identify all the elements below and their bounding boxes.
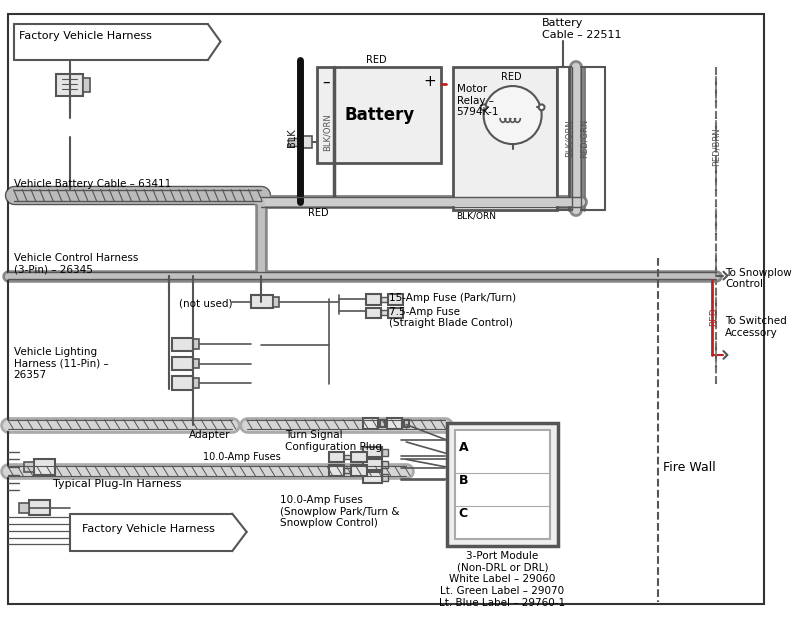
Text: 3-Port Module
(Non-DRL or DRL)
White Label – 29060
Lt. Green Label – 29070
Lt. B: 3-Port Module (Non-DRL or DRL) White Lab… bbox=[439, 551, 566, 608]
Text: Fire Wall: Fire Wall bbox=[662, 461, 715, 474]
Text: C: C bbox=[458, 507, 467, 520]
Text: 15-Amp Fuse (Park/Turn): 15-Amp Fuse (Park/Turn) bbox=[389, 293, 516, 303]
Bar bbox=[19, 503, 29, 512]
Bar bbox=[29, 500, 50, 515]
Text: RED: RED bbox=[501, 71, 522, 82]
Bar bbox=[56, 75, 83, 96]
Bar bbox=[362, 472, 382, 483]
Bar bbox=[362, 418, 378, 429]
Bar bbox=[83, 78, 90, 92]
Circle shape bbox=[538, 105, 545, 110]
Text: –: – bbox=[322, 75, 330, 90]
Text: RED: RED bbox=[366, 55, 386, 65]
Bar bbox=[288, 139, 298, 146]
Text: Factory Vehicle Harness: Factory Vehicle Harness bbox=[82, 524, 215, 534]
Text: Vehicle Control Harness
(3-Pin) – 26345: Vehicle Control Harness (3-Pin) – 26345 bbox=[14, 253, 138, 275]
Text: BLK/ORN: BLK/ORN bbox=[322, 113, 331, 151]
Text: B: B bbox=[458, 474, 468, 487]
Circle shape bbox=[483, 86, 542, 144]
Bar bbox=[362, 460, 382, 470]
Bar bbox=[404, 419, 409, 428]
Text: +: + bbox=[424, 75, 436, 90]
Bar bbox=[344, 455, 351, 460]
Bar bbox=[382, 474, 388, 481]
Text: RED/GRN: RED/GRN bbox=[580, 119, 589, 158]
Bar bbox=[447, 423, 558, 546]
Bar bbox=[194, 378, 199, 387]
Bar bbox=[454, 430, 550, 539]
Text: 7.5-Amp Fuse
(Straight Blade Control): 7.5-Amp Fuse (Straight Blade Control) bbox=[389, 307, 513, 328]
Text: A: A bbox=[458, 441, 468, 455]
Bar bbox=[172, 337, 194, 351]
Text: Vehicle Lighting
Harness (11-Pin) –
26357: Vehicle Lighting Harness (11-Pin) – 2635… bbox=[14, 347, 108, 381]
Text: Vehicle Battery Cable – 63411: Vehicle Battery Cable – 63411 bbox=[14, 179, 170, 189]
Bar bbox=[329, 451, 344, 462]
Bar bbox=[362, 447, 382, 458]
Bar bbox=[351, 465, 366, 476]
Bar bbox=[381, 310, 388, 315]
Text: RED: RED bbox=[307, 208, 328, 218]
Bar bbox=[351, 451, 366, 462]
Bar bbox=[194, 339, 199, 349]
Text: BLK: BLK bbox=[287, 128, 297, 147]
Text: Turn Signal
Configuration Plug: Turn Signal Configuration Plug bbox=[286, 430, 382, 452]
Bar bbox=[382, 461, 388, 468]
Text: Factory Vehicle Harness: Factory Vehicle Harness bbox=[19, 31, 152, 41]
Text: Adapter: Adapter bbox=[189, 430, 230, 440]
Bar bbox=[344, 468, 351, 473]
Text: RED: RED bbox=[710, 307, 718, 325]
Bar bbox=[298, 136, 313, 148]
Bar bbox=[380, 419, 385, 428]
Text: Motor
Relay –
5794K-1: Motor Relay – 5794K-1 bbox=[457, 84, 499, 117]
Bar bbox=[366, 294, 381, 305]
Bar bbox=[172, 357, 194, 371]
Text: BLK/ORN: BLK/ORN bbox=[457, 212, 497, 221]
Text: To Snowplow
Control: To Snowplow Control bbox=[726, 268, 792, 290]
Text: To Switched
Accessory: To Switched Accessory bbox=[726, 316, 787, 338]
Bar bbox=[273, 297, 278, 307]
Circle shape bbox=[481, 105, 486, 110]
Bar bbox=[387, 418, 402, 429]
Bar bbox=[329, 465, 344, 476]
Bar bbox=[388, 294, 403, 305]
Bar bbox=[557, 66, 606, 210]
Bar bbox=[34, 460, 55, 475]
Text: 10.0-Amp Fuses
(Snowplow Park/Turn &
Snowplow Control): 10.0-Amp Fuses (Snowplow Park/Turn & Sno… bbox=[281, 495, 400, 529]
Text: BLK/ORN: BLK/ORN bbox=[564, 119, 574, 157]
Bar bbox=[382, 449, 388, 455]
Text: Typical Plug-In Harness: Typical Plug-In Harness bbox=[53, 478, 182, 488]
Bar bbox=[366, 307, 381, 318]
Bar bbox=[381, 297, 388, 302]
Bar bbox=[172, 376, 194, 390]
Bar bbox=[388, 307, 403, 318]
Text: Battery
Cable – 22511: Battery Cable – 22511 bbox=[542, 18, 621, 40]
Bar bbox=[194, 359, 199, 369]
Text: 10.0-Amp Fuses: 10.0-Amp Fuses bbox=[203, 451, 281, 461]
Bar bbox=[251, 295, 273, 308]
Bar bbox=[318, 66, 441, 164]
Text: (not used): (not used) bbox=[179, 299, 233, 309]
Bar bbox=[453, 66, 557, 210]
Text: Battery: Battery bbox=[344, 106, 414, 124]
Bar bbox=[24, 462, 34, 472]
Text: RED/BRN: RED/BRN bbox=[711, 128, 720, 166]
